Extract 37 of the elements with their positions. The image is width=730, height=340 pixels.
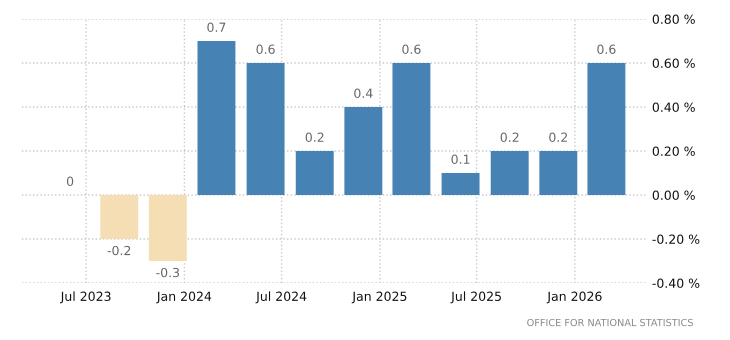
bar	[100, 195, 138, 239]
data-label: 0.6	[256, 44, 275, 54]
y-tick-label: 0.20 %	[652, 146, 695, 156]
data-label: 0	[66, 176, 74, 186]
data-label: -0.3	[156, 268, 180, 278]
y-tick-label: -0.20 %	[652, 234, 700, 244]
x-tick-label: Jan 2025	[352, 292, 406, 304]
data-label: 0.2	[500, 132, 518, 142]
x-tick-label: Jul 2023	[60, 291, 111, 304]
bar	[490, 151, 529, 195]
y-tick-label: 0.00 %	[652, 190, 695, 200]
bar	[148, 195, 187, 261]
data-label: 0.4	[354, 88, 373, 98]
bar	[587, 63, 626, 195]
data-label: 0.2	[549, 132, 568, 142]
bar	[392, 63, 430, 195]
data-label: 0.2	[306, 132, 324, 142]
x-tick-label: Jan 2026	[546, 292, 602, 304]
data-label: 0.7	[207, 22, 226, 32]
data-label: 0.1	[451, 154, 470, 164]
y-tick-label: 0.80 %	[652, 14, 695, 24]
y-tick-label: 0.40 %	[652, 102, 695, 112]
text: OFFICE FOR NATIONAL STATISTICS	[527, 318, 693, 326]
data-label: 0.6	[402, 44, 421, 54]
data-label: 0.6	[597, 44, 616, 54]
bar	[246, 63, 285, 195]
bar	[442, 173, 480, 195]
bar	[296, 151, 334, 195]
data-label: -0.2	[108, 246, 130, 256]
bar	[197, 41, 236, 195]
x-tick-label: Jan 2024	[156, 292, 212, 304]
bar	[344, 107, 382, 195]
x-tick-label: Jul 2025	[450, 291, 501, 304]
bar	[539, 151, 578, 195]
x-tick-label: Jul 2024	[256, 291, 306, 304]
y-tick-label: -0.40 %	[652, 278, 700, 288]
y-tick-label: 0.60 %	[652, 58, 695, 68]
